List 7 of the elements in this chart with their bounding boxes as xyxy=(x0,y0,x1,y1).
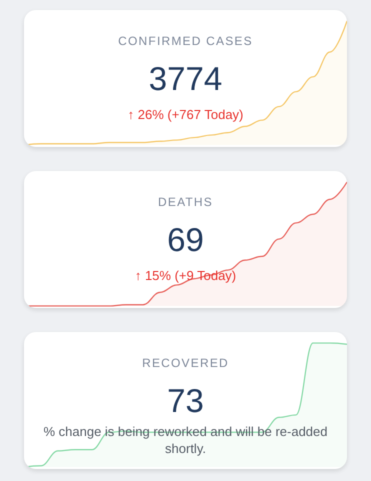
annotation: 3774 xyxy=(148,60,224,98)
annotation: 73 xyxy=(166,382,205,420)
text: CONFIRMED CASES xyxy=(117,34,254,48)
annotation: ↑ 26% (+767 Today) xyxy=(126,107,244,122)
annotation: 69 xyxy=(166,221,205,259)
text: RECOVERED xyxy=(141,356,230,370)
text: DEATHS xyxy=(157,195,214,209)
